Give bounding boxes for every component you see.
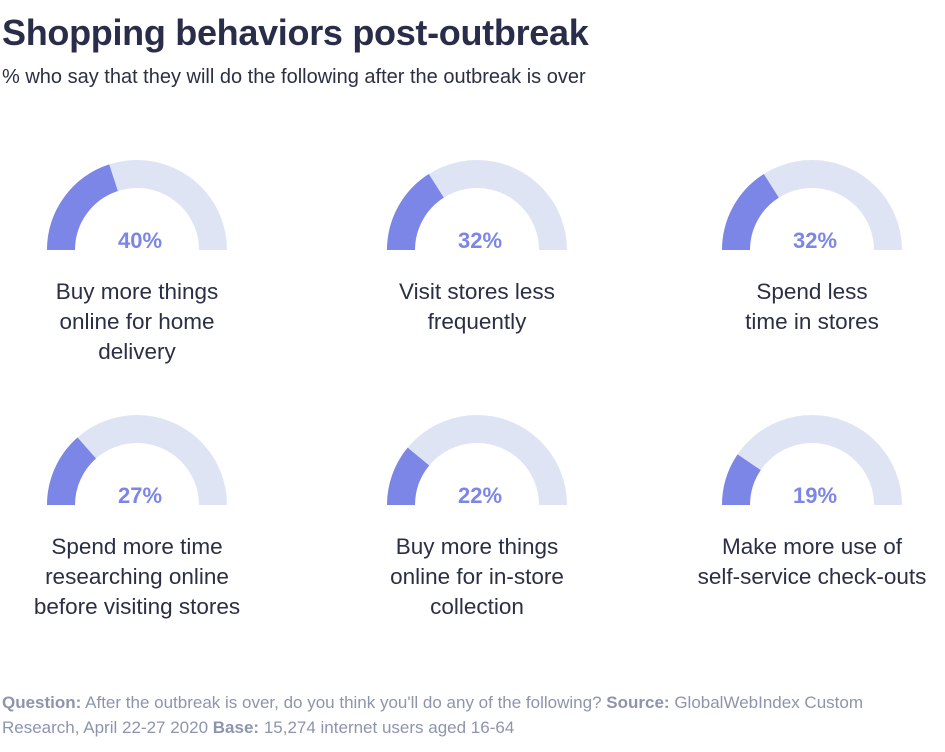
gauge-category-label-line: Make more use of (721, 534, 903, 559)
gauge-category-label-line: online for home (59, 309, 215, 334)
gauge-svg: 27% (47, 415, 227, 508)
gauge-category-label-line: Buy more things (55, 279, 219, 304)
gauge-fill (47, 164, 119, 251)
source-text: GlobalWebIndex Custom Research, April 22… (2, 693, 863, 737)
gauge-fill (387, 174, 445, 251)
gauge-value-label: 32% (458, 228, 502, 253)
gauge-category-label: Buy more things online for in-store collec… (327, 532, 627, 622)
gauge-category-label-line: Visit stores less (399, 279, 555, 304)
gauge-item: 40% Buy more things online for home deliver… (0, 160, 287, 367)
gauge-item: 22% Buy more things online for in-store col… (327, 415, 627, 622)
gauge-category-label-line: time in stores (745, 309, 879, 334)
gauge-category-label-line: collection (430, 594, 524, 619)
gauge-category-label-line: Spend more time (51, 534, 223, 559)
gauge-category-label-line: researching online (45, 564, 229, 589)
gauge-svg: 22% (387, 415, 567, 508)
gauge-category-label-line: self-service check-outs (697, 564, 927, 589)
gauge-svg: 40% (47, 160, 227, 253)
gauge-svg: 32% (722, 160, 902, 253)
gauge-svg: 19% (722, 415, 902, 508)
gauge-fill (387, 447, 430, 506)
gauge-value-label: 27% (118, 483, 162, 508)
gauge-category-label: Spend less time in stores (662, 277, 945, 337)
question-label: Question: (2, 693, 82, 712)
gauge-value-label: 19% (793, 483, 837, 508)
gauge-category-label: Visit stores less frequently (327, 277, 627, 337)
gauge-item: 32% Spend less time in stores (662, 160, 945, 337)
question-text: After the outbreak is over, do you think… (85, 693, 602, 712)
gauge-category-label: Make more use of self-service check-outs (662, 532, 945, 592)
gauge-category-label: Buy more things online for home delivery (0, 277, 287, 367)
gauge-category-label-line: online for in-store (390, 564, 564, 589)
footer-note: Question: After the outbreak is over, do… (2, 690, 927, 740)
gauge-fill (722, 454, 762, 506)
gauge-fill (722, 174, 780, 251)
gauge-svg: 32% (387, 160, 567, 253)
chart-subtitle: % who say that they will do the followin… (2, 66, 586, 88)
base-text: 15,274 internet users aged 16-64 (263, 718, 515, 737)
gauge-category-label-line: Buy more things (395, 534, 559, 559)
gauge-value-label: 32% (793, 228, 837, 253)
gauge-category-label: Spend more time researching online before … (0, 532, 287, 622)
gauge-fill (47, 437, 97, 506)
base-label: Base: (212, 718, 260, 737)
gauge-category-label-line: frequently (427, 309, 527, 334)
gauge-category-label-line: Spend less (756, 279, 868, 304)
gauge-category-label-line: delivery (98, 339, 176, 364)
gauge-item: 27% Spend more time researching online befo… (0, 415, 287, 622)
gauge-item: 19% Make more use of self-service check-ou… (662, 415, 945, 592)
gauge-item: 32% Visit stores less frequently (327, 160, 627, 337)
source-label: Source: (606, 693, 670, 712)
gauge-value-label: 22% (458, 483, 502, 508)
gauge-category-label-line: before visiting stores (33, 594, 241, 619)
chart-title: Shopping behaviors post-outbreak (2, 12, 589, 53)
gauge-value-label: 40% (118, 228, 162, 253)
